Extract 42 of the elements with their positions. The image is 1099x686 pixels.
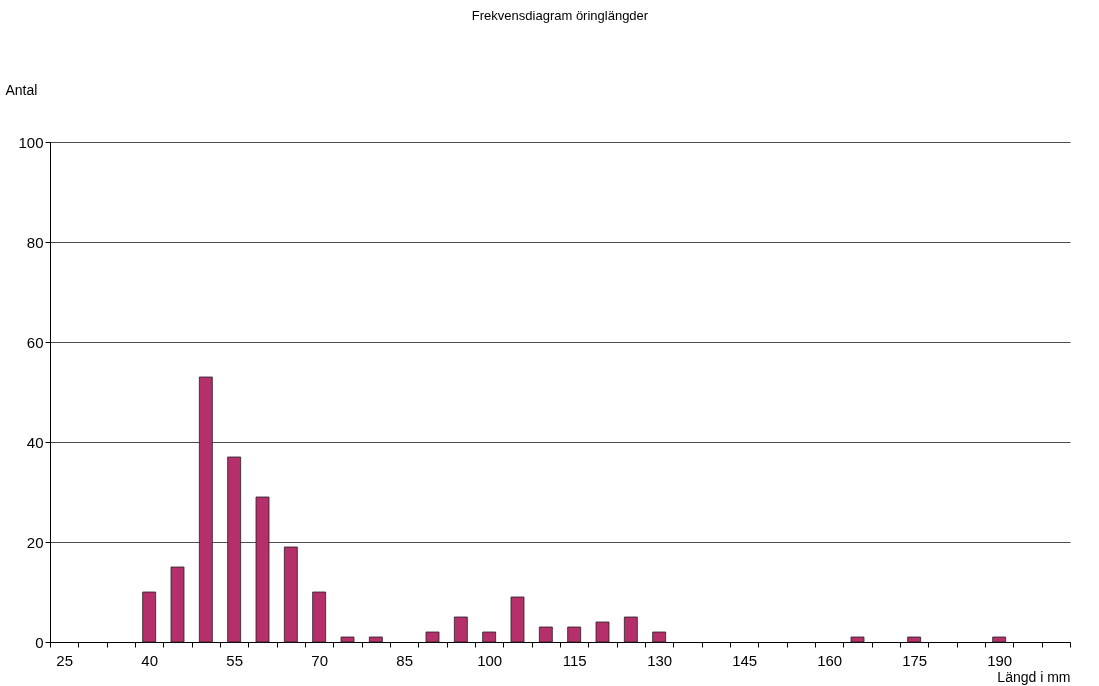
x-tick-label: 40 — [141, 651, 159, 669]
x-tick-label: 190 — [987, 651, 1013, 669]
bar — [312, 591, 327, 643]
x-tick-label: 70 — [311, 651, 329, 669]
x-tick-label: 25 — [56, 651, 74, 669]
bar — [198, 376, 213, 643]
x-tick-label: 85 — [396, 651, 414, 669]
y-tick-label: 100 — [18, 133, 44, 151]
bar — [567, 626, 582, 643]
bar — [453, 616, 468, 643]
y-tick-label: 80 — [26, 233, 44, 251]
bar — [227, 456, 242, 643]
y-tick-label: 60 — [26, 333, 44, 351]
bar — [283, 546, 298, 643]
x-tick-label: 145 — [732, 651, 758, 669]
x-tick-label: 100 — [477, 651, 503, 669]
x-tick-label: 55 — [226, 651, 244, 669]
bar — [340, 636, 355, 643]
x-tick-label: 175 — [902, 651, 928, 669]
x-tick-label: 130 — [647, 651, 673, 669]
x-tick-label: 160 — [817, 651, 843, 669]
bar — [368, 636, 383, 643]
bar — [482, 631, 497, 643]
x-axis-title: Längd i mm — [997, 668, 1071, 685]
bar — [907, 636, 922, 643]
chart-title: Frekvensdiagram öringlängder — [471, 8, 649, 23]
y-axis-title: Antal — [5, 81, 38, 98]
bar — [255, 496, 270, 643]
bar — [850, 636, 865, 643]
bar — [623, 616, 638, 643]
y-tick-label: 0 — [35, 633, 44, 651]
bar — [142, 591, 157, 643]
y-tick-label: 20 — [26, 533, 44, 551]
y-tick-label: 40 — [26, 433, 44, 451]
bar — [652, 631, 667, 643]
bar — [595, 621, 610, 643]
bar — [170, 566, 185, 643]
bar — [992, 636, 1007, 643]
x-tick-label: 115 — [562, 651, 587, 669]
bar — [510, 596, 525, 643]
bar — [425, 631, 440, 643]
bar — [538, 626, 553, 643]
